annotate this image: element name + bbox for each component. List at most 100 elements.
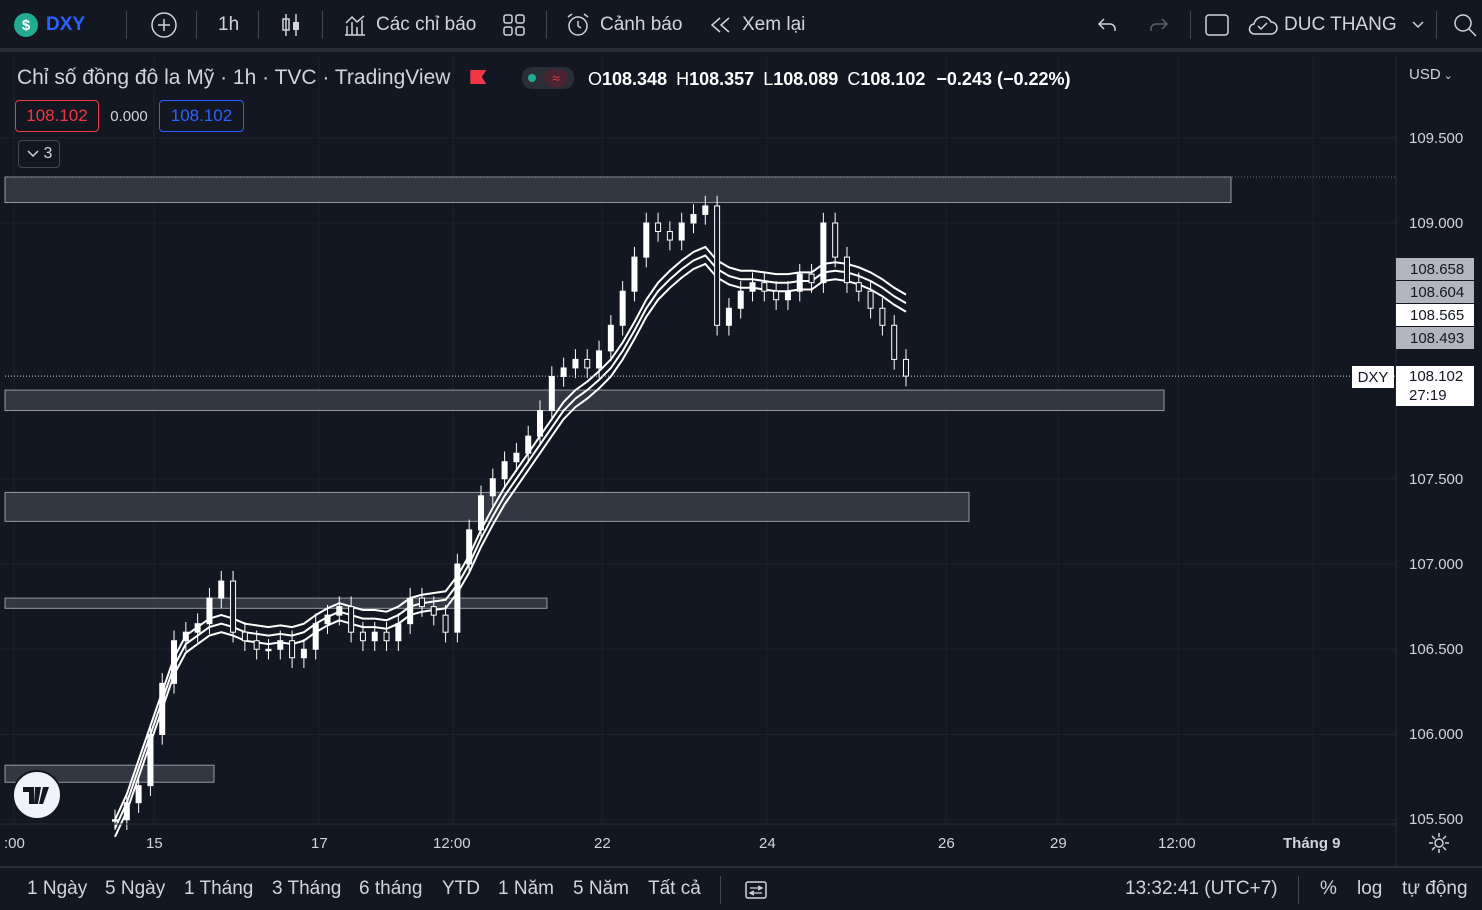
undo-button[interactable] (1096, 0, 1118, 50)
candle-body (194, 623, 201, 633)
chart-settings-button[interactable] (1428, 832, 1450, 859)
change-value: −0.243 (−0.22%) (936, 69, 1071, 89)
market-closed-flag-icon (470, 70, 487, 84)
alarm-icon (567, 13, 589, 36)
buy-price-box[interactable]: 108.102 (159, 100, 244, 132)
last-price: 108.102 (1409, 368, 1464, 385)
range-1d-button[interactable]: 1 Ngày (27, 878, 88, 899)
fullscreen-button[interactable] (1204, 0, 1230, 50)
candle-body (513, 452, 520, 463)
candles-icon (282, 14, 299, 36)
candle-body (430, 606, 437, 616)
calendar-range-icon (745, 881, 767, 899)
market-open-dot-icon (528, 74, 537, 83)
candle-body (489, 478, 496, 497)
range-ytd-button[interactable]: YTD (442, 878, 480, 899)
price-label: 105.500 (1409, 811, 1464, 825)
price-label: 107.000 (1409, 556, 1464, 573)
ma-price-tag: 108.565 (1396, 304, 1474, 326)
save-layout-button[interactable]: DUC THANG (1246, 0, 1427, 50)
candle-body (442, 614, 449, 633)
candle-body (525, 435, 532, 454)
candle-body (619, 290, 626, 326)
redo-button[interactable] (1148, 0, 1170, 50)
sell-price-box[interactable]: 108.102 (15, 100, 99, 132)
candle-body (596, 350, 603, 369)
candle-body (796, 273, 803, 292)
search-icon (1454, 14, 1477, 37)
replay-button[interactable]: Xem lại (708, 0, 805, 50)
candle-body (289, 640, 296, 659)
range-3m-button[interactable]: 3 Tháng (272, 878, 342, 899)
alert-button[interactable]: Cảnh báo (564, 0, 682, 50)
range-5d-button[interactable]: 5 Ngày (105, 878, 166, 899)
time-label: 17 (311, 835, 328, 852)
candle-body (265, 648, 272, 652)
undo-icon (1097, 18, 1116, 31)
price-axis-currency[interactable]: USD ⌄ (1409, 66, 1453, 83)
candle-body (171, 640, 178, 684)
range-6m-button[interactable]: 6 tháng (359, 878, 423, 899)
indicators-icon (345, 15, 365, 36)
chart-legend[interactable]: Chỉ số đồng đô la Mỹ · 1h · TVC · Tradin… (17, 66, 575, 90)
log-toggle[interactable]: log (1357, 878, 1383, 899)
candle-body (714, 205, 721, 326)
delayed-data-icon: ≈ (544, 69, 569, 88)
candle-body (147, 734, 154, 787)
candle-body (607, 324, 614, 352)
range-5y-button[interactable]: 5 Năm (573, 878, 629, 899)
candle-body (666, 231, 673, 241)
candle-body (560, 367, 567, 377)
candle-body (123, 802, 130, 821)
candle-body (725, 307, 732, 326)
indicators-button[interactable]: Các chỉ báo (342, 0, 476, 50)
tradingview-logo[interactable] (12, 770, 62, 820)
ma-line-ma_lower (114, 262, 907, 838)
sr-zone (4, 597, 548, 609)
candle-body (843, 256, 850, 284)
market-status-badge[interactable]: ≈ (522, 67, 575, 90)
candle-body (477, 495, 484, 531)
candle-body (206, 597, 213, 625)
auto-scale-toggle[interactable]: tự động (1402, 878, 1468, 899)
price-label: 106.500 (1409, 641, 1464, 658)
range-all-button[interactable]: Tất cả (648, 878, 701, 899)
range-1m-button[interactable]: 1 Tháng (184, 878, 254, 899)
time-label: 26 (938, 835, 955, 852)
symbol-search[interactable]: $ DXY (14, 0, 85, 50)
user-name: DUC THANG (1284, 14, 1397, 35)
price-label: 107.500 (1409, 471, 1464, 488)
cloud-icon (1248, 16, 1278, 35)
goto-date-button[interactable] (744, 868, 768, 910)
collapse-indicators-button[interactable]: 3 (18, 140, 60, 168)
clock-timezone[interactable]: 13:32:41 (UTC+7) (1125, 878, 1278, 899)
candle-body (359, 631, 366, 642)
candle-body (230, 580, 237, 633)
range-1y-button[interactable]: 1 Năm (498, 878, 554, 899)
top-toolbar: $ DXY 1h Các chỉ báo Cảnh báo Xem lại DU… (0, 0, 1482, 52)
candle-body (501, 461, 508, 480)
ma-price-tag: 108.493 (1396, 327, 1474, 349)
layout-button[interactable] (502, 0, 526, 50)
alert-label: Cảnh báo (600, 14, 683, 35)
chart-type-button[interactable] (280, 0, 302, 50)
ma-line-ma_upper (114, 245, 907, 821)
price-label: 106.000 (1409, 726, 1464, 743)
candle-body (241, 631, 248, 642)
candle-body (572, 358, 579, 369)
time-label: Tháng 9 (1283, 835, 1341, 852)
replay-label: Xem lại (742, 14, 806, 35)
ma-price-tag: 108.604 (1396, 281, 1474, 303)
candle-body (702, 205, 709, 215)
percent-toggle[interactable]: % (1320, 878, 1337, 899)
interval-button[interactable]: 1h (218, 0, 239, 50)
search-button[interactable] (1452, 0, 1478, 50)
bottom-toolbar: 1 Ngày 5 Ngày 1 Tháng 3 Tháng 6 tháng YT… (0, 866, 1482, 908)
candle-body (855, 282, 862, 292)
chevron-down-icon: ⌄ (1443, 70, 1453, 82)
bar-countdown: 27:19 (1409, 387, 1447, 404)
candle-body (324, 614, 331, 625)
spread-value: 0.000 (110, 107, 148, 125)
price-chart[interactable] (0, 56, 1482, 866)
compare-button[interactable] (150, 0, 178, 50)
